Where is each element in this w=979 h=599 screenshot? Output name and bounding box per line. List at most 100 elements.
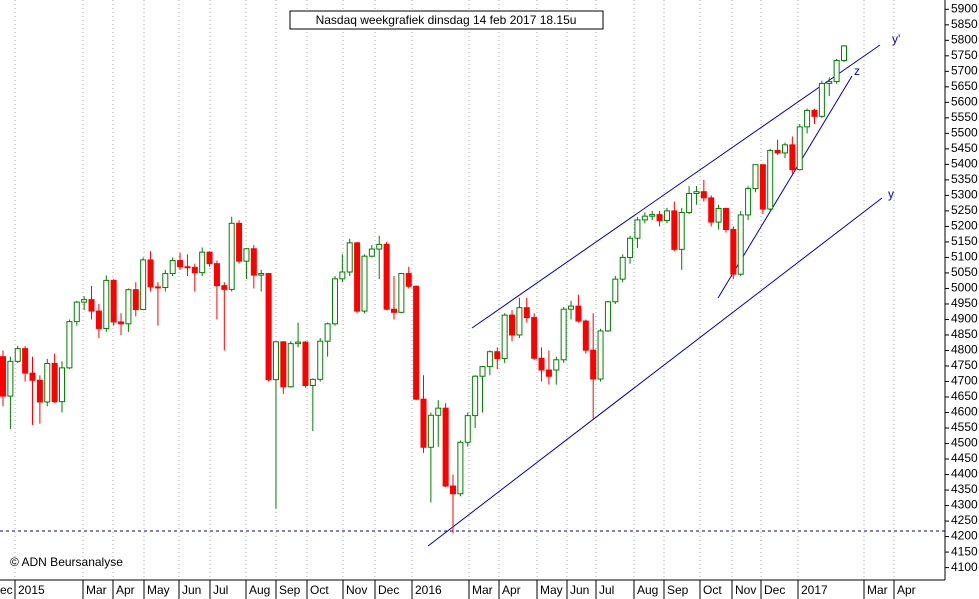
x-tick-label: Mar: [472, 583, 493, 597]
candle-body: [427, 414, 434, 448]
candle-body: [590, 349, 597, 380]
y-tick-label: 5100: [951, 250, 978, 264]
candle-body: [140, 259, 147, 311]
candle-body: [693, 191, 700, 195]
candle-body: [317, 340, 324, 380]
candle-body: [361, 255, 368, 312]
candle-body: [641, 215, 648, 221]
candle-body: [531, 317, 538, 359]
candle-body: [560, 308, 567, 361]
y-tick-label: 4650: [951, 389, 978, 403]
candle-body: [66, 321, 73, 369]
x-tick-label: ec: [0, 583, 13, 597]
candle-body: [213, 263, 220, 287]
candle-body: [796, 126, 803, 171]
candle-body: [523, 307, 530, 319]
candle-body: [804, 109, 811, 128]
y-tick-label: 5500: [951, 126, 978, 140]
candle-body: [833, 59, 840, 83]
candle-body: [516, 307, 523, 336]
y-tick-label: 4600: [951, 405, 978, 419]
y-tick-label: 4100: [951, 560, 978, 574]
x-tick-label: Dec: [378, 583, 399, 597]
candle-body: [29, 372, 36, 381]
candle-body: [110, 279, 117, 323]
candle-body: [494, 351, 501, 360]
candle-body: [221, 285, 228, 290]
candle-body: [649, 214, 656, 217]
candle-body: [302, 341, 309, 387]
y-tick-label: 5350: [951, 172, 978, 186]
y-tick-label: 5050: [951, 265, 978, 279]
y-tick-label: 5600: [951, 95, 978, 109]
candle-body: [612, 278, 619, 303]
y-tick-label: 4250: [951, 513, 978, 527]
annotation: y': [892, 32, 900, 46]
x-tick-label: Apr: [897, 583, 916, 597]
candle-body: [287, 343, 294, 388]
candle-body: [331, 278, 338, 325]
candle-body: [472, 375, 479, 417]
x-tick-label: Aug: [249, 583, 270, 597]
x-tick-label: Aug: [637, 583, 658, 597]
candle-body: [781, 144, 788, 154]
candle-body: [339, 271, 346, 280]
y-tick-label: 4350: [951, 482, 978, 496]
x-tick-label: Apr: [502, 583, 521, 597]
x-tick-label: Nov: [346, 583, 367, 597]
x-tick-label: Jun: [570, 583, 589, 597]
candle-body: [479, 366, 486, 377]
y-tick-label: 5550: [951, 110, 978, 124]
x-tick-label: Jun: [182, 583, 201, 597]
trend-line: [427, 197, 883, 547]
candle-body: [568, 305, 575, 310]
candle-body: [575, 305, 582, 322]
candle-body: [132, 289, 139, 311]
y-tick-label: 5150: [951, 234, 978, 248]
candle-body: [383, 243, 390, 310]
x-tick-label: 2017: [801, 583, 828, 597]
candle-body: [206, 251, 213, 265]
x-tick-label: Oct: [703, 583, 722, 597]
candle-body: [597, 330, 604, 380]
y-tick-label: 4300: [951, 498, 978, 512]
candle-body: [169, 260, 176, 275]
candle-body: [737, 214, 744, 275]
candle-body: [671, 210, 678, 250]
candle-body: [280, 341, 287, 388]
candle-body: [81, 299, 88, 303]
y-tick-label: 4200: [951, 529, 978, 543]
candle-body: [59, 367, 66, 403]
y-tick-label: 4550: [951, 420, 978, 434]
candle-body: [0, 356, 6, 397]
y-tick-label: 5900: [951, 1, 978, 15]
candle-body: [95, 310, 102, 329]
candle-body: [841, 45, 847, 61]
candle-body: [324, 323, 331, 342]
y-tick-label: 5400: [951, 157, 978, 171]
candle-body: [7, 360, 14, 397]
candle-body: [154, 286, 161, 289]
y-tick-label: 4150: [951, 544, 978, 558]
candles: [0, 44, 847, 534]
candle-body: [368, 248, 375, 257]
candle-body: [88, 299, 95, 312]
candle-body: [191, 266, 198, 274]
candle-body: [413, 285, 420, 400]
y-tick-label: 5000: [951, 281, 978, 295]
candle-body: [619, 256, 626, 280]
y-tick-label: 4950: [951, 296, 978, 310]
candle-body: [442, 407, 449, 487]
trend-line: [471, 44, 881, 329]
x-tick-label: Apr: [116, 583, 135, 597]
candle-body: [36, 379, 43, 403]
candle-body: [826, 81, 833, 84]
candle-body: [346, 242, 353, 273]
candle-body: [265, 273, 272, 381]
candle-body: [767, 149, 774, 210]
y-tick-label: 4850: [951, 327, 978, 341]
candle-body: [435, 407, 442, 416]
x-tick-label: May: [540, 583, 563, 597]
candle-body: [398, 273, 405, 313]
